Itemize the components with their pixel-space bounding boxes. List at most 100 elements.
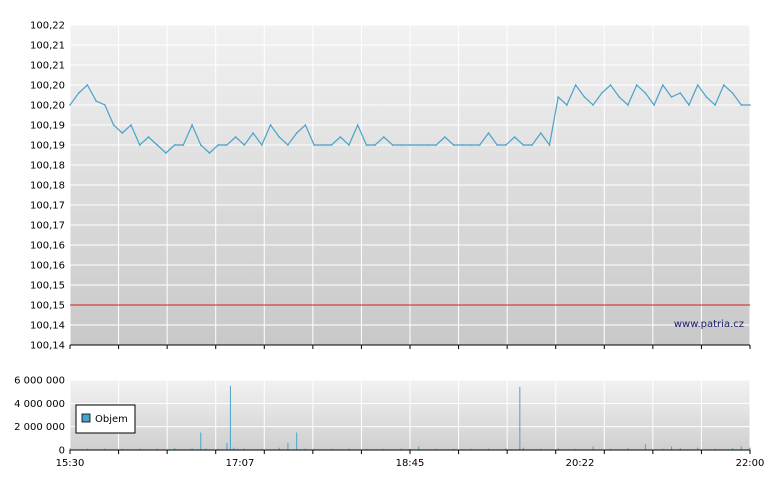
price-point (165, 152, 167, 154)
price-point (287, 144, 289, 146)
price-point (557, 96, 560, 98)
x-tick-label: 15:30 (56, 458, 85, 469)
volume-y-tick-label: 6 000 000 (14, 376, 65, 387)
price-point (199, 144, 202, 146)
price-point (696, 84, 699, 86)
volume-legend: Objem (75, 404, 136, 434)
price-y-tick-label: 100,17 (30, 221, 65, 232)
x-tick-label: 17:07 (226, 458, 255, 469)
price-point (714, 104, 716, 106)
price-point (548, 144, 551, 146)
price-y-tick-label: 100,15 (30, 301, 65, 312)
price-point (662, 84, 664, 86)
price-point (86, 84, 89, 86)
price-point (470, 144, 472, 146)
price-point (260, 144, 263, 146)
volume-y-tick-label: 0 (59, 446, 65, 457)
price-y-tick-label: 100,16 (30, 241, 65, 252)
price-point (69, 104, 71, 106)
price-point (478, 144, 481, 146)
price-point (444, 136, 446, 138)
price-point (391, 144, 394, 146)
price-point (627, 104, 629, 106)
price-point (182, 144, 185, 146)
price-y-tick-label: 100,16 (30, 261, 65, 272)
price-point (539, 132, 542, 134)
price-point (723, 84, 725, 86)
price-point (487, 132, 490, 134)
price-y-tick-label: 100,17 (30, 201, 65, 212)
price-point (653, 104, 655, 106)
price-point (574, 84, 577, 86)
price-y-tick-label: 100,19 (30, 141, 65, 152)
price-point (243, 144, 246, 146)
price-point (313, 144, 315, 146)
price-point (156, 144, 158, 146)
price-point (130, 124, 132, 126)
price-y-tick-label: 100,19 (30, 121, 65, 132)
price-y-tick-label: 100,14 (30, 321, 65, 332)
price-panel: 100,22 100,21 100,21 100,20 100,20 100,19 100,… (30, 21, 751, 352)
price-point (339, 136, 342, 138)
price-point (409, 144, 411, 146)
price-point (740, 104, 743, 106)
price-point (531, 144, 533, 146)
price-point (417, 144, 420, 146)
price-point (322, 144, 324, 146)
price-point (618, 96, 621, 98)
price-y-tick-label: 100,21 (30, 61, 65, 72)
price-point (348, 144, 350, 146)
price-point (635, 84, 638, 86)
price-point (749, 104, 751, 106)
price-point (400, 144, 403, 146)
legend-label: Objem (95, 414, 128, 425)
price-y-tick-label: 100,20 (30, 101, 65, 112)
price-point (374, 144, 376, 146)
price-point (330, 144, 333, 146)
volume-y-tick-label: 4 000 000 (14, 399, 65, 410)
price-point (121, 132, 124, 134)
price-point (269, 124, 272, 126)
price-point (278, 136, 281, 138)
price-point (461, 144, 464, 146)
x-tick-label: 20:22 (566, 458, 595, 469)
price-point (435, 144, 437, 146)
price-point (426, 144, 429, 146)
price-y-tick-label: 100,18 (30, 181, 65, 192)
price-y-tick-label: 100,18 (30, 161, 65, 172)
watermark: www.patria.cz (674, 319, 744, 330)
price-point (731, 92, 734, 94)
price-point (452, 144, 455, 146)
price-point (365, 144, 368, 146)
price-point (670, 96, 673, 98)
price-point (583, 96, 586, 98)
price-point (226, 144, 228, 146)
volume-y-tick-label: 2 000 000 (14, 422, 65, 433)
price-point (295, 132, 298, 134)
price-y-tick-label: 100,15 (30, 281, 65, 292)
price-y-tick-label: 100,14 (30, 341, 65, 352)
x-tick-label: 22:00 (736, 458, 765, 469)
price-point (356, 124, 359, 126)
price-y-tick-label: 100,22 (30, 21, 65, 32)
price-point (173, 144, 176, 146)
price-point (191, 124, 193, 126)
price-point (104, 104, 106, 106)
price-point (112, 124, 115, 126)
price-point (600, 92, 603, 94)
volume-panel: 6 000 000 4 000 000 2 000 000 015:30 17:07 18… (14, 376, 764, 470)
price-point (513, 136, 516, 138)
price-point (252, 132, 254, 134)
price-point (383, 136, 385, 138)
x-tick-label: 18:45 (396, 458, 425, 469)
price-point (138, 144, 141, 146)
price-point (505, 144, 507, 146)
legend-swatch (81, 413, 91, 423)
price-point (609, 84, 612, 86)
price-point (705, 96, 708, 98)
price-point (234, 136, 237, 138)
price-point (217, 144, 220, 146)
price-point (688, 104, 690, 106)
price-point (522, 144, 525, 146)
